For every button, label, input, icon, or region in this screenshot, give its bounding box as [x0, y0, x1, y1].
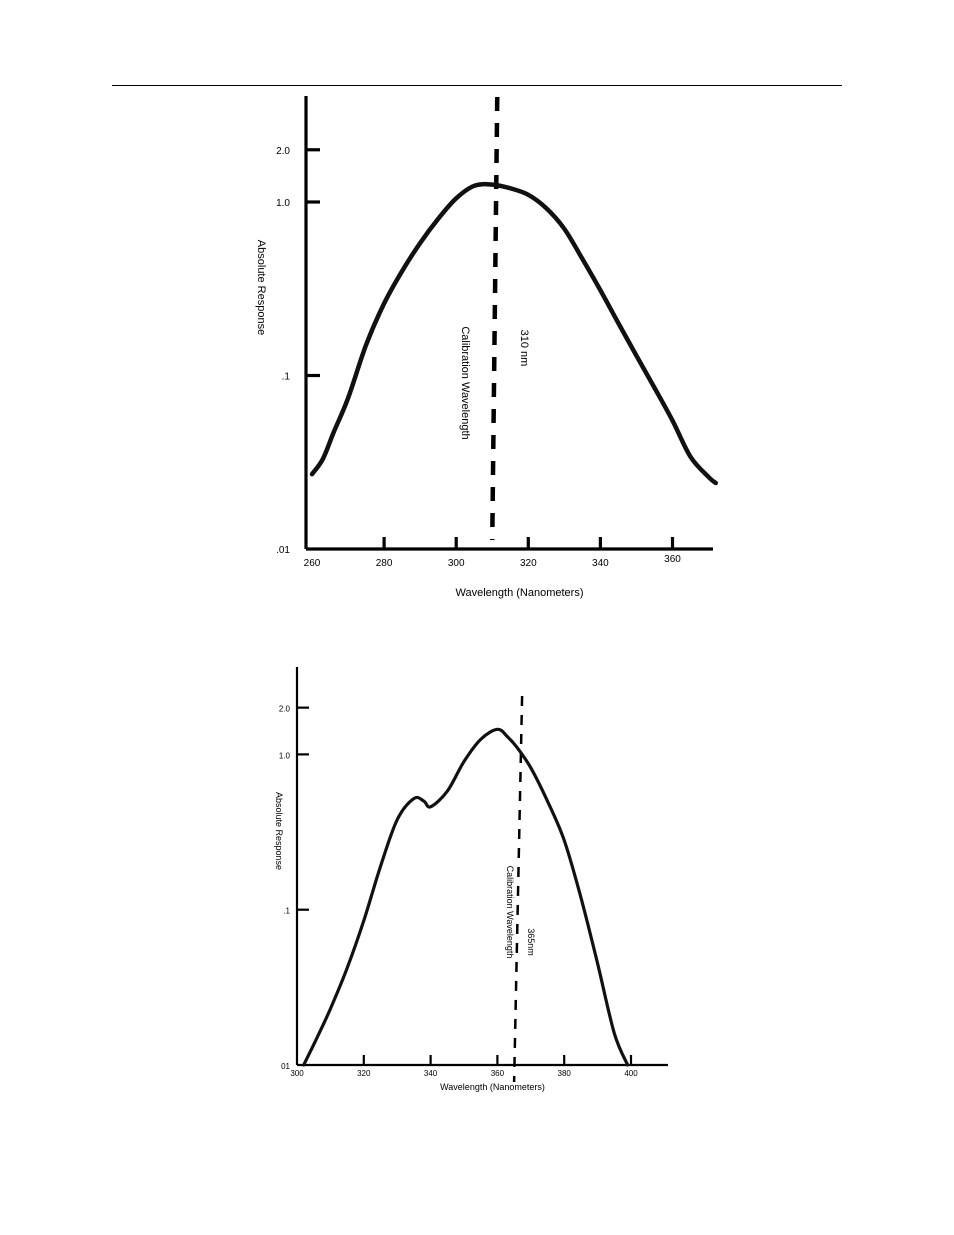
chart-1: .01 .1 1.0 2.0 260 280 300 320 340 360 Wavelength …	[255, 96, 719, 599]
x-tick-label: 340	[424, 1069, 438, 1078]
x-tick-label: 300	[290, 1069, 304, 1078]
calibration-value-label: 365nm	[526, 928, 536, 956]
y-axis-title: Absolute Response	[255, 240, 267, 335]
x-axis-title: Wavelength (Nanometers)	[440, 1082, 545, 1092]
x-tick-label: 320	[520, 558, 537, 569]
x-tick-label: 380	[558, 1069, 572, 1078]
x-axis-title: Wavelength (Nanometers)	[456, 587, 584, 599]
x-tick-label: 320	[357, 1069, 371, 1078]
y-tick-label: .01	[276, 545, 290, 556]
calibration-line	[512, 695, 524, 1083]
y-tick-label: 01	[281, 1062, 290, 1071]
y-tick-label: 2.0	[276, 146, 290, 157]
x-tick-label: 360	[664, 554, 681, 565]
page-header-rule	[112, 85, 842, 86]
calibration-label: Calibration Wavelength	[459, 326, 471, 439]
y-tick-label: 1.0	[279, 751, 291, 760]
y-axis-title: Absolute Response	[274, 792, 284, 870]
calibration-line	[490, 96, 500, 541]
response-curve	[309, 181, 719, 486]
response-curve	[302, 727, 630, 1067]
x-tick-label: 360	[491, 1069, 505, 1078]
y-tick-label: .1	[282, 372, 291, 383]
x-tick-label: 260	[304, 558, 321, 569]
calibration-label: Calibration Wavelength	[505, 866, 515, 959]
y-tick-label: .1	[283, 907, 290, 916]
x-tick-label: 340	[592, 558, 609, 569]
y-tick-label: 1.0	[276, 198, 290, 209]
x-tick-label: 300	[448, 558, 465, 569]
x-tick-label: 280	[376, 558, 393, 569]
y-tick-label: 2.0	[279, 705, 291, 714]
x-tick-label: 400	[624, 1069, 638, 1078]
calibration-value-label: 310 nm	[518, 330, 530, 367]
